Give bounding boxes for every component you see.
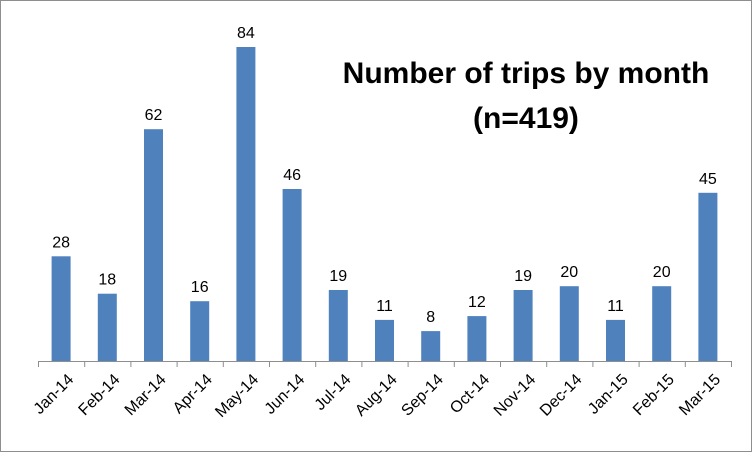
data-label-jan-15: 11: [607, 298, 624, 315]
bar-feb-15: [652, 286, 672, 361]
chart-title-line-2: (n=419): [473, 102, 579, 135]
x-tick-label-dec-14: Dec-14: [537, 371, 586, 420]
bar-sep-14: [421, 331, 441, 361]
bar-nov-14: [513, 290, 533, 361]
data-label-nov-14: 19: [514, 268, 532, 285]
data-label-jan-14: 28: [52, 234, 70, 251]
x-tick-label-may-14: May-14: [212, 371, 262, 421]
data-label-sep-14: 8: [426, 309, 435, 326]
bar-may-14: [236, 47, 256, 361]
x-tick-label-mar-14: Mar-14: [122, 371, 170, 419]
data-label-apr-14: 16: [191, 279, 209, 296]
x-tick-label-feb-14: Feb-14: [76, 371, 124, 419]
x-tick-label-mar-15: Mar-15: [676, 371, 724, 419]
bar-mar-14: [144, 129, 163, 361]
x-tick-label-oct-14: Oct-14: [447, 371, 493, 417]
bar-jun-14: [282, 189, 302, 361]
data-label-mar-15: 45: [699, 171, 717, 188]
x-tick-label-jun-14: Jun-14: [262, 371, 309, 418]
chart-title-line-1: Number of trips by month: [343, 57, 710, 90]
data-label-oct-14: 12: [468, 294, 486, 311]
x-tick-label-jan-14: Jan-14: [31, 371, 78, 418]
data-labels-layer: 28 18 62 16 84 46 19 11 8 12 19 20 11 20 45: [52, 25, 717, 326]
x-tick-label-jan-15: Jan-15: [585, 371, 632, 418]
bar-jan-15: [606, 319, 625, 361]
bar-apr-14: [190, 301, 210, 361]
bar-oct-14: [467, 316, 487, 361]
data-label-mar-14: 62: [145, 107, 163, 124]
bar-mar-15: [698, 192, 718, 361]
bars-layer: [51, 47, 718, 361]
x-tick-label-feb-15: Feb-15: [630, 371, 678, 419]
x-tick-label-apr-14: Apr-14: [170, 371, 216, 417]
bar-aug-14: [375, 319, 394, 361]
x-tick-label-nov-14: Nov-14: [491, 371, 540, 420]
data-label-jun-14: 46: [283, 167, 301, 184]
x-tick-label-jul-14: Jul-14: [312, 371, 355, 414]
bar-jul-14: [328, 290, 348, 361]
data-label-aug-14: 11: [376, 298, 393, 315]
x-tick-label-sep-14: Sep-14: [398, 371, 447, 420]
data-label-jul-14: 19: [329, 268, 347, 285]
bar-feb-14: [97, 293, 117, 361]
data-label-feb-15: 20: [653, 264, 671, 281]
bar-jan-14: [51, 256, 71, 361]
x-tick-label-aug-14: Aug-14: [352, 371, 401, 420]
data-label-may-14: 84: [237, 25, 255, 42]
data-label-feb-14: 18: [98, 272, 116, 289]
bar-dec-14: [559, 286, 579, 361]
data-label-dec-14: 20: [560, 264, 578, 281]
